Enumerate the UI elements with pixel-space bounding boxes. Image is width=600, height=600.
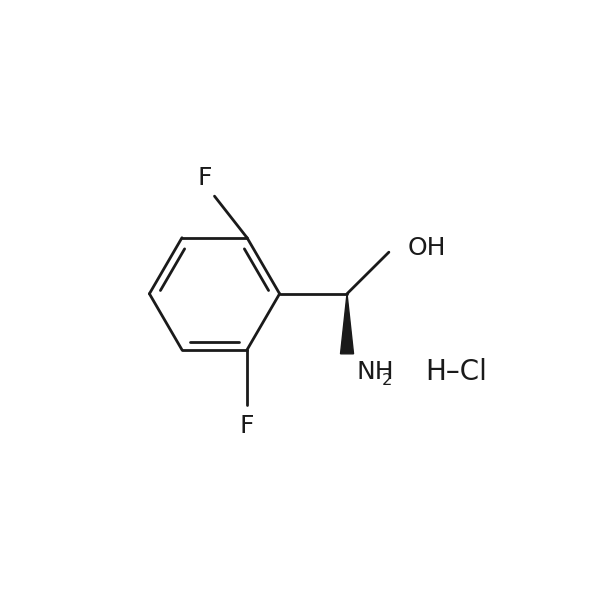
Text: H–Cl: H–Cl (425, 358, 487, 386)
Polygon shape (341, 294, 353, 354)
Text: OH: OH (407, 236, 446, 260)
Text: F: F (198, 166, 212, 190)
Text: F: F (240, 414, 254, 438)
Text: 2: 2 (382, 373, 392, 388)
Text: NH: NH (356, 360, 394, 385)
